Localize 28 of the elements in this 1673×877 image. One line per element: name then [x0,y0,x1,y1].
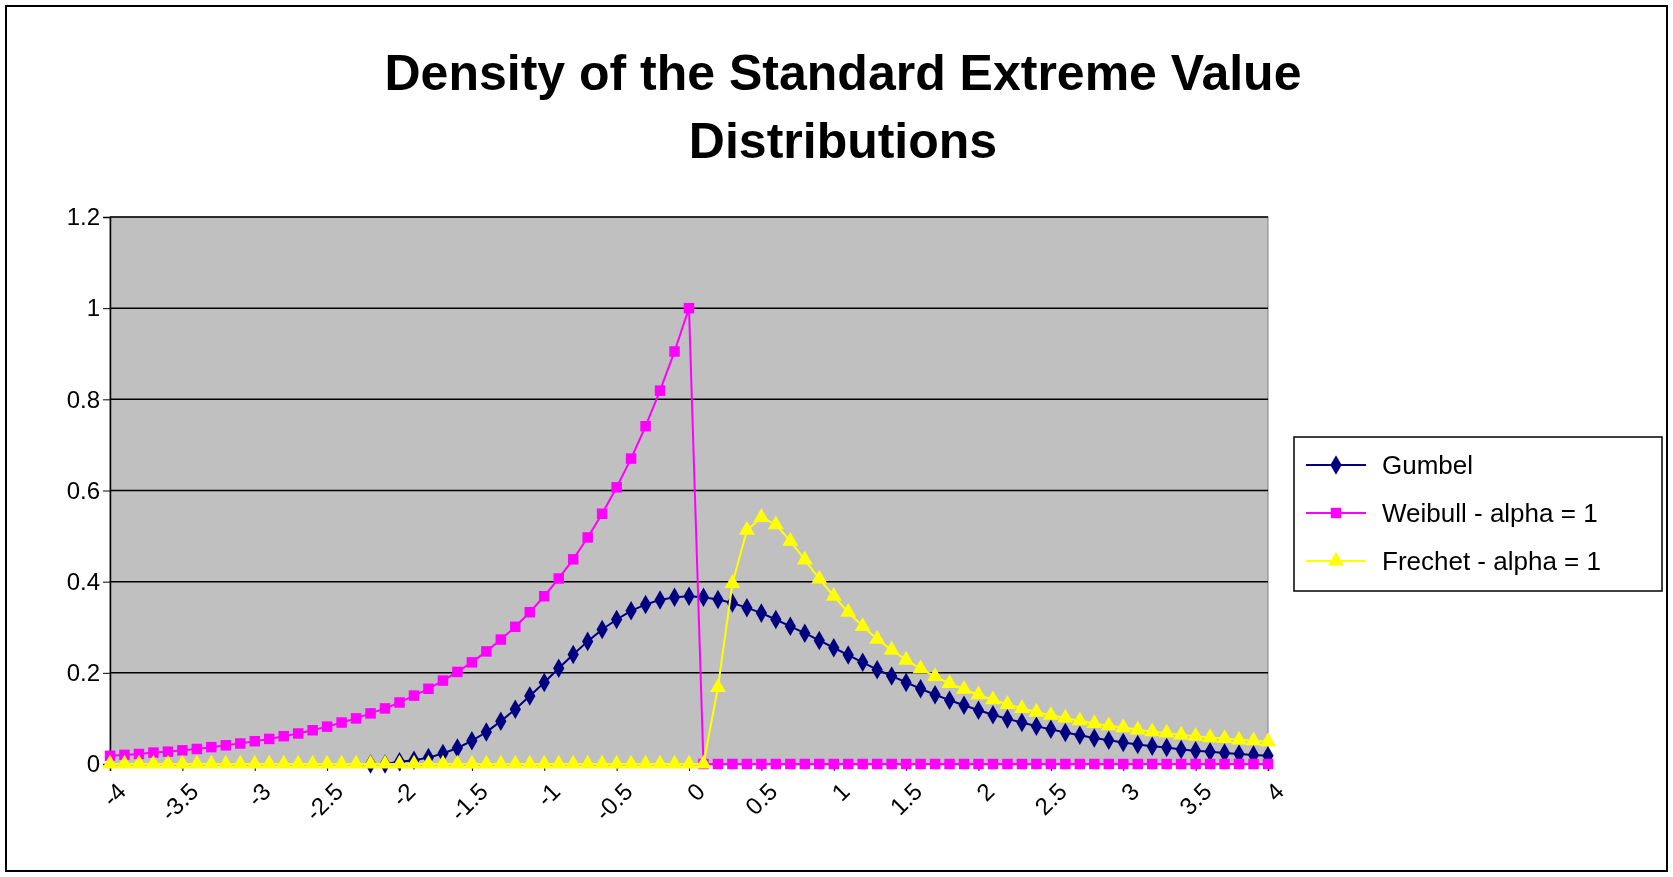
x-tick-label: 0 [681,777,711,806]
x-tick-label: 1 [826,777,855,806]
legend-label: Weibull - alpha = 1 [1382,498,1598,529]
x-tick-label: -3 [241,777,276,812]
x-tick-label: -1.5 [444,777,493,826]
x-tick-label: -0.5 [589,777,638,826]
x-tick-label: -4 [96,777,132,812]
x-tick-label: -2 [386,777,421,812]
x-tick-label: -1 [531,777,566,812]
legend-label: Frechet - alpha = 1 [1382,546,1601,577]
x-tick-label: 2 [971,777,1000,806]
chart-title: Density of the Standard Extreme Value Distributions [384,45,1302,169]
x-tick-label: 3.5 [1173,777,1217,821]
y-tick-label: 1 [86,294,100,322]
x-tick-label: 4 [1260,777,1290,806]
x-tick-label: 0.5 [739,777,783,821]
y-tick-label: 0.2 [66,659,100,687]
y-tick-label: 0 [86,750,100,778]
legend-label: Gumbel [1382,450,1474,481]
y-tick-label: 0.8 [66,385,100,413]
y-tick-label: 1.2 [66,203,100,231]
x-tick-label: 2.5 [1029,777,1072,821]
x-tick-label: -2.5 [299,777,349,826]
x-tick-label: -3.5 [155,777,204,826]
x-tick-label: 1.5 [884,777,928,821]
x-tick-label: 3 [1115,777,1145,806]
y-tick-label: 0.6 [66,476,100,504]
y-tick-label: 0.4 [66,567,100,595]
